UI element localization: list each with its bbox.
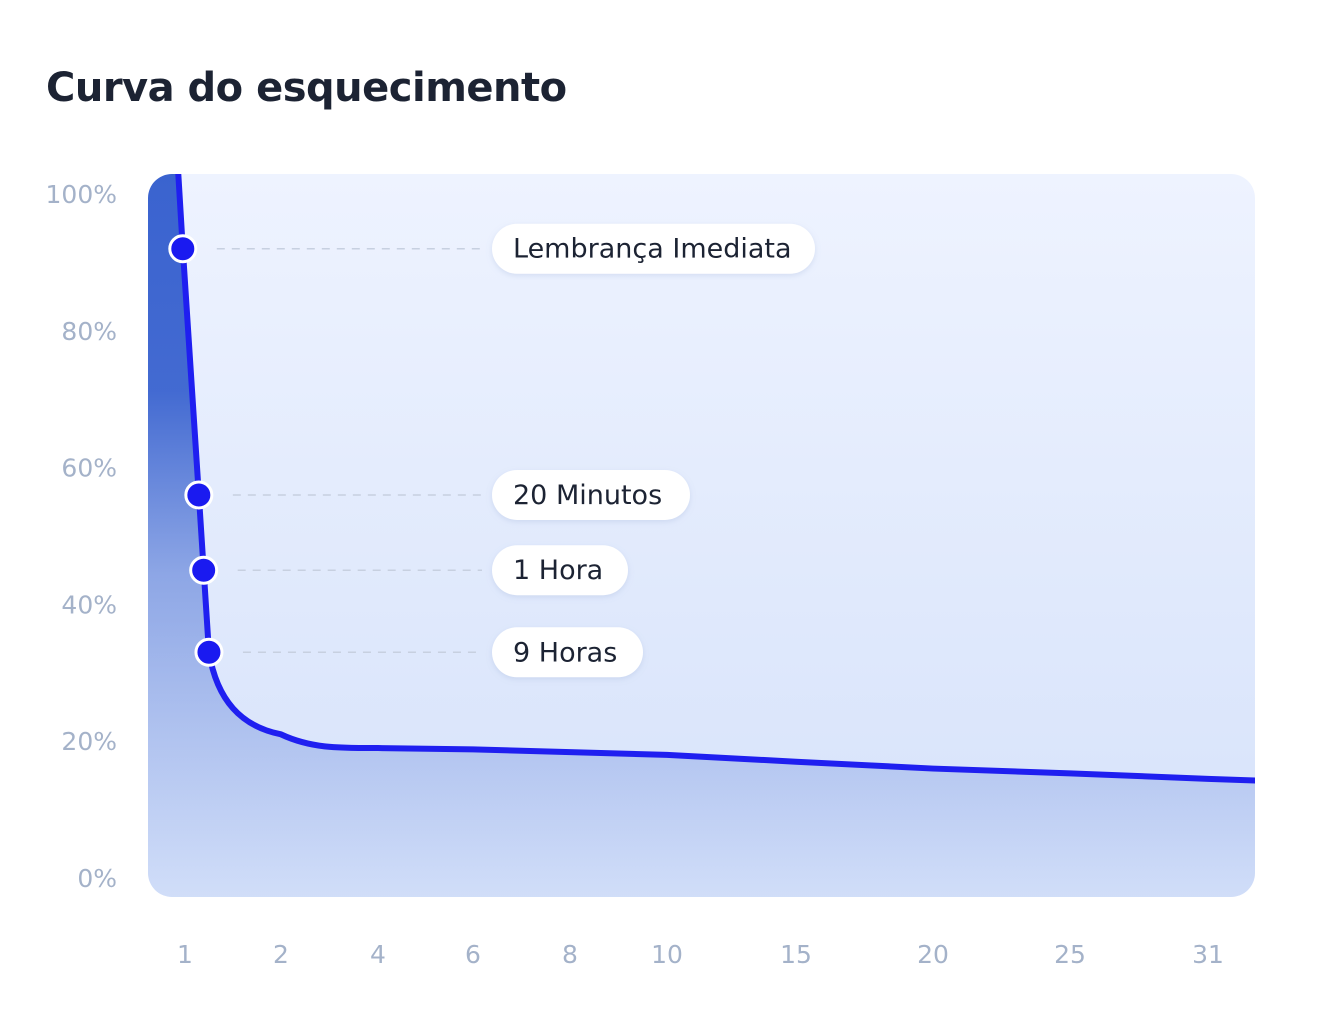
annotations: Lembrança Imediata 20 Minutos 1 Hora 9 Hora… — [168, 223, 815, 678]
x-tick-label: 15 — [780, 940, 812, 969]
x-tick-label: 6 — [465, 940, 481, 969]
x-tick-label: 20 — [917, 940, 949, 969]
forgetting-curve-line — [175, 174, 1255, 784]
data-point-marker — [194, 637, 224, 667]
y-tick-label: 40% — [61, 590, 117, 619]
y-tick-label: 100% — [46, 180, 117, 209]
x-tick-label: 4 — [370, 940, 386, 969]
annotation-pill — [492, 223, 815, 274]
x-tick-label: 1 — [177, 940, 193, 969]
x-tick-label: 10 — [651, 940, 683, 969]
data-point-marker — [184, 480, 214, 510]
annotation-label: Lembrança Imediata — [513, 234, 792, 265]
chart-title: Curva do esquecimento — [46, 65, 567, 111]
annotation-pill — [492, 627, 643, 678]
y-tick-label: 80% — [61, 317, 117, 346]
data-point-marker — [189, 555, 219, 585]
annotation-label: 20 Minutos — [513, 480, 662, 511]
plot-area — [148, 174, 1255, 897]
y-tick-label: 0% — [77, 864, 117, 893]
data-point-marker — [168, 234, 198, 264]
annotation-pill — [492, 469, 690, 520]
annotation-pill — [492, 545, 628, 596]
y-tick-label: 20% — [61, 727, 117, 756]
annotation-label: 9 Horas — [513, 637, 617, 668]
x-tick-label: 2 — [273, 940, 289, 969]
x-tick-label: 25 — [1054, 940, 1086, 969]
x-tick-label: 8 — [562, 940, 578, 969]
y-tick-label: 60% — [61, 454, 117, 483]
x-axis: 1 2 4 6 8 10 15 20 25 31 — [177, 940, 1224, 969]
annotation-label: 1 Hora — [513, 555, 603, 586]
y-axis: 0% 20% 40% 60% 80% 100% — [46, 180, 117, 893]
x-tick-label: 31 — [1192, 940, 1224, 969]
